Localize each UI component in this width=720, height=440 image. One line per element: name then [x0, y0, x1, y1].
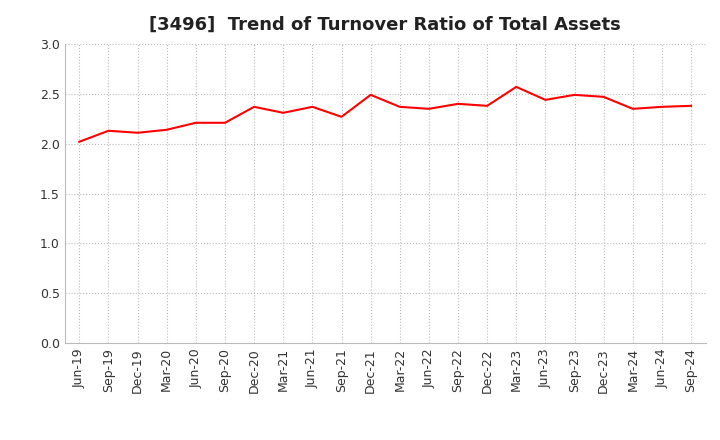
Title: [3496]  Trend of Turnover Ratio of Total Assets: [3496] Trend of Turnover Ratio of Total …	[149, 16, 621, 34]
